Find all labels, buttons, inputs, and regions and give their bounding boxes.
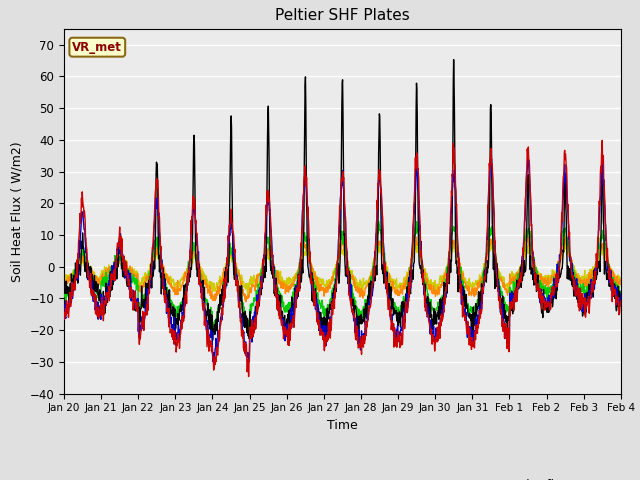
X-axis label: Time: Time (327, 419, 358, 432)
Text: VR_met: VR_met (72, 41, 122, 54)
Title: Peltier SHF Plates: Peltier SHF Plates (275, 9, 410, 24)
Legend: pSHF 1, pSHF 2, pSHF 3, pSHF 4, pSHF 5, Hukseflux: pSHF 1, pSHF 2, pSHF 3, pSHF 4, pSHF 5, … (110, 475, 575, 480)
Y-axis label: Soil Heat Flux ( W/m2): Soil Heat Flux ( W/m2) (11, 141, 24, 281)
